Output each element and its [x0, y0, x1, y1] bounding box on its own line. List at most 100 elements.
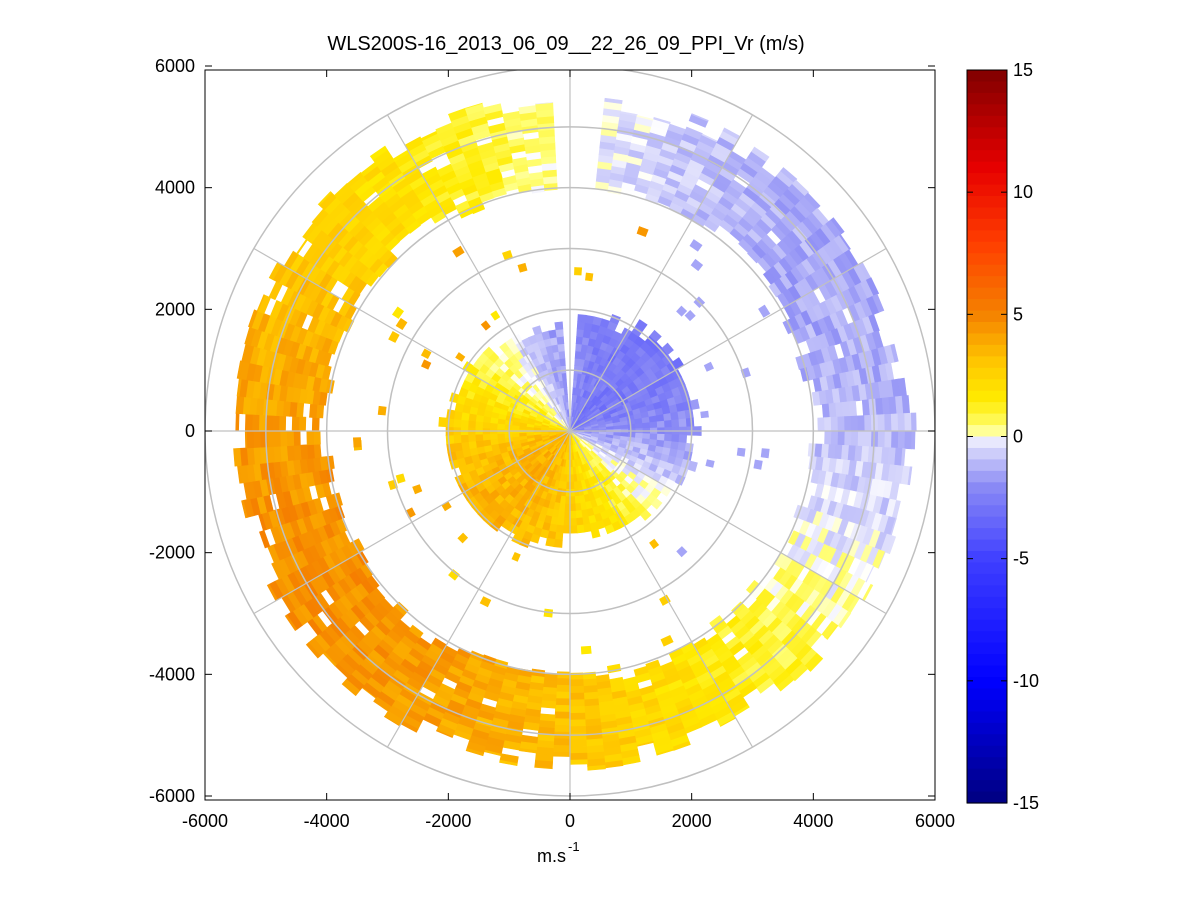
- outer-velocity-cell: [830, 416, 839, 432]
- outer-velocity-cell: [569, 699, 585, 708]
- inner-velocity-cell: [452, 418, 462, 428]
- outer-velocity-cell: [465, 747, 485, 757]
- sparse-velocity-cell: [760, 448, 770, 459]
- outer-velocity-cell: [309, 403, 318, 419]
- colorbar-swatch: [967, 264, 1007, 277]
- inner-velocity-cell: [555, 524, 564, 534]
- colorbar-swatch: [967, 299, 1007, 312]
- sparse-velocity-cell: [660, 635, 674, 647]
- sparse-velocity-cell: [753, 459, 763, 470]
- sparse-velocity-cells: [352, 226, 771, 655]
- outer-velocity-cell: [259, 530, 271, 549]
- outer-velocity-cell: [313, 430, 321, 445]
- y-tick-label: -2000: [149, 543, 195, 563]
- polar-grid-spoke: [386, 114, 571, 432]
- sparse-velocity-cell: [448, 569, 460, 581]
- colorbar: 15 10 5 0 -5 -10 -15: [966, 60, 1039, 813]
- sparse-velocity-cell: [543, 608, 554, 618]
- inner-velocity-cell: [446, 409, 456, 420]
- sparse-velocity-cell: [676, 305, 688, 317]
- sparse-velocity-cell: [479, 596, 492, 608]
- inner-velocity-cell: [684, 409, 694, 420]
- outer-velocity-cell: [756, 677, 775, 694]
- outer-velocity-cell: [837, 416, 846, 432]
- inner-velocity-cell: [574, 495, 581, 505]
- colorbar-swatch: [967, 528, 1007, 541]
- sparse-velocity-cell: [574, 267, 583, 276]
- outer-velocity-cell: [286, 430, 295, 447]
- colorbar-swatch: [967, 150, 1007, 163]
- inner-velocity-cell: [648, 415, 658, 423]
- polar-grid-spoke: [253, 430, 571, 615]
- outer-velocity-cell: [824, 416, 832, 432]
- colorbar-swatch: [967, 711, 1007, 724]
- outer-velocity-cell: [311, 417, 320, 432]
- x-tick-label: 4000: [793, 811, 833, 831]
- inner-velocity-cell: [445, 417, 455, 428]
- inner-velocity-cell: [560, 365, 567, 374]
- outer-velocity-cell: [556, 671, 571, 680]
- y-tick-label: 2000: [155, 299, 195, 319]
- colorbar-swatch: [967, 551, 1007, 564]
- colorbar-swatch: [967, 138, 1007, 151]
- sparse-velocity-cell: [412, 484, 423, 495]
- inner-velocity-cell: [563, 510, 571, 519]
- outer-velocity-cell: [266, 430, 275, 448]
- outer-velocity-cell: [830, 217, 845, 235]
- colorbar-swatch: [967, 436, 1007, 449]
- outer-velocity-cell: [552, 744, 571, 753]
- inner-velocity-cell: [556, 335, 565, 345]
- outer-velocity-cell: [791, 179, 810, 197]
- outer-velocity-cell: [252, 430, 261, 448]
- colorbar-swatch: [967, 115, 1007, 128]
- outer-velocity-cell: [907, 466, 913, 486]
- outer-velocity-cell: [346, 171, 364, 188]
- outer-velocity-cell: [691, 113, 709, 122]
- inner-velocity-cell: [564, 503, 571, 512]
- colorbar-swatch: [967, 447, 1007, 461]
- colorbar-tick-label: 5: [1013, 304, 1023, 324]
- colorbar-swatch: [967, 493, 1007, 506]
- inner-velocity-cell: [511, 432, 520, 438]
- outer-velocity-cell: [540, 700, 557, 709]
- outer-velocity-cell: [830, 430, 839, 446]
- outer-velocity-cell: [821, 443, 830, 459]
- outer-velocity-cell: [817, 417, 826, 432]
- outer-velocity-cell: [278, 415, 287, 432]
- outer-velocity-cell: [306, 430, 315, 446]
- inner-velocity-cell: [620, 424, 629, 430]
- colorbar-swatch: [967, 573, 1007, 586]
- colorbar-swatch: [967, 665, 1007, 678]
- inner-velocity-cell: [562, 525, 571, 534]
- colorbar-swatch: [967, 253, 1007, 266]
- outer-velocity-cell: [850, 430, 859, 447]
- inner-velocity-cell: [642, 422, 651, 429]
- inner-velocity-cell: [590, 528, 601, 539]
- outer-velocity-cell: [293, 430, 301, 446]
- inner-velocity-cell: [649, 421, 658, 429]
- colorbar-swatch: [967, 218, 1007, 231]
- colorbar-swatch: [967, 631, 1007, 644]
- sparse-velocity-cell: [421, 359, 432, 370]
- outer-velocity-cell: [271, 560, 285, 580]
- colorbar-swatch: [967, 333, 1007, 346]
- outer-velocity-cell: [235, 395, 245, 415]
- inner-velocity-cell: [664, 433, 673, 443]
- outer-velocity-cell: [872, 293, 885, 313]
- outer-velocity-cell: [534, 766, 553, 770]
- colorbar-tick-label: -10: [1013, 671, 1039, 691]
- outer-velocity-cell: [569, 685, 585, 694]
- outer-velocity-cell: [844, 415, 852, 432]
- colorbar-swatch: [967, 161, 1007, 174]
- colorbar-swatch: [967, 505, 1007, 518]
- outer-data-ring: [233, 97, 917, 771]
- sparse-velocity-cell: [490, 310, 501, 321]
- sparse-velocity-cell: [452, 245, 465, 258]
- x-tick-label: -4000: [304, 811, 350, 831]
- inner-velocity-cell: [639, 509, 652, 521]
- inner-velocity-cell: [569, 518, 577, 527]
- outer-velocity-cell: [483, 103, 503, 115]
- colorbar-swatch: [967, 344, 1007, 357]
- outer-velocity-cell: [868, 314, 880, 333]
- outer-velocity-cell: [837, 430, 846, 446]
